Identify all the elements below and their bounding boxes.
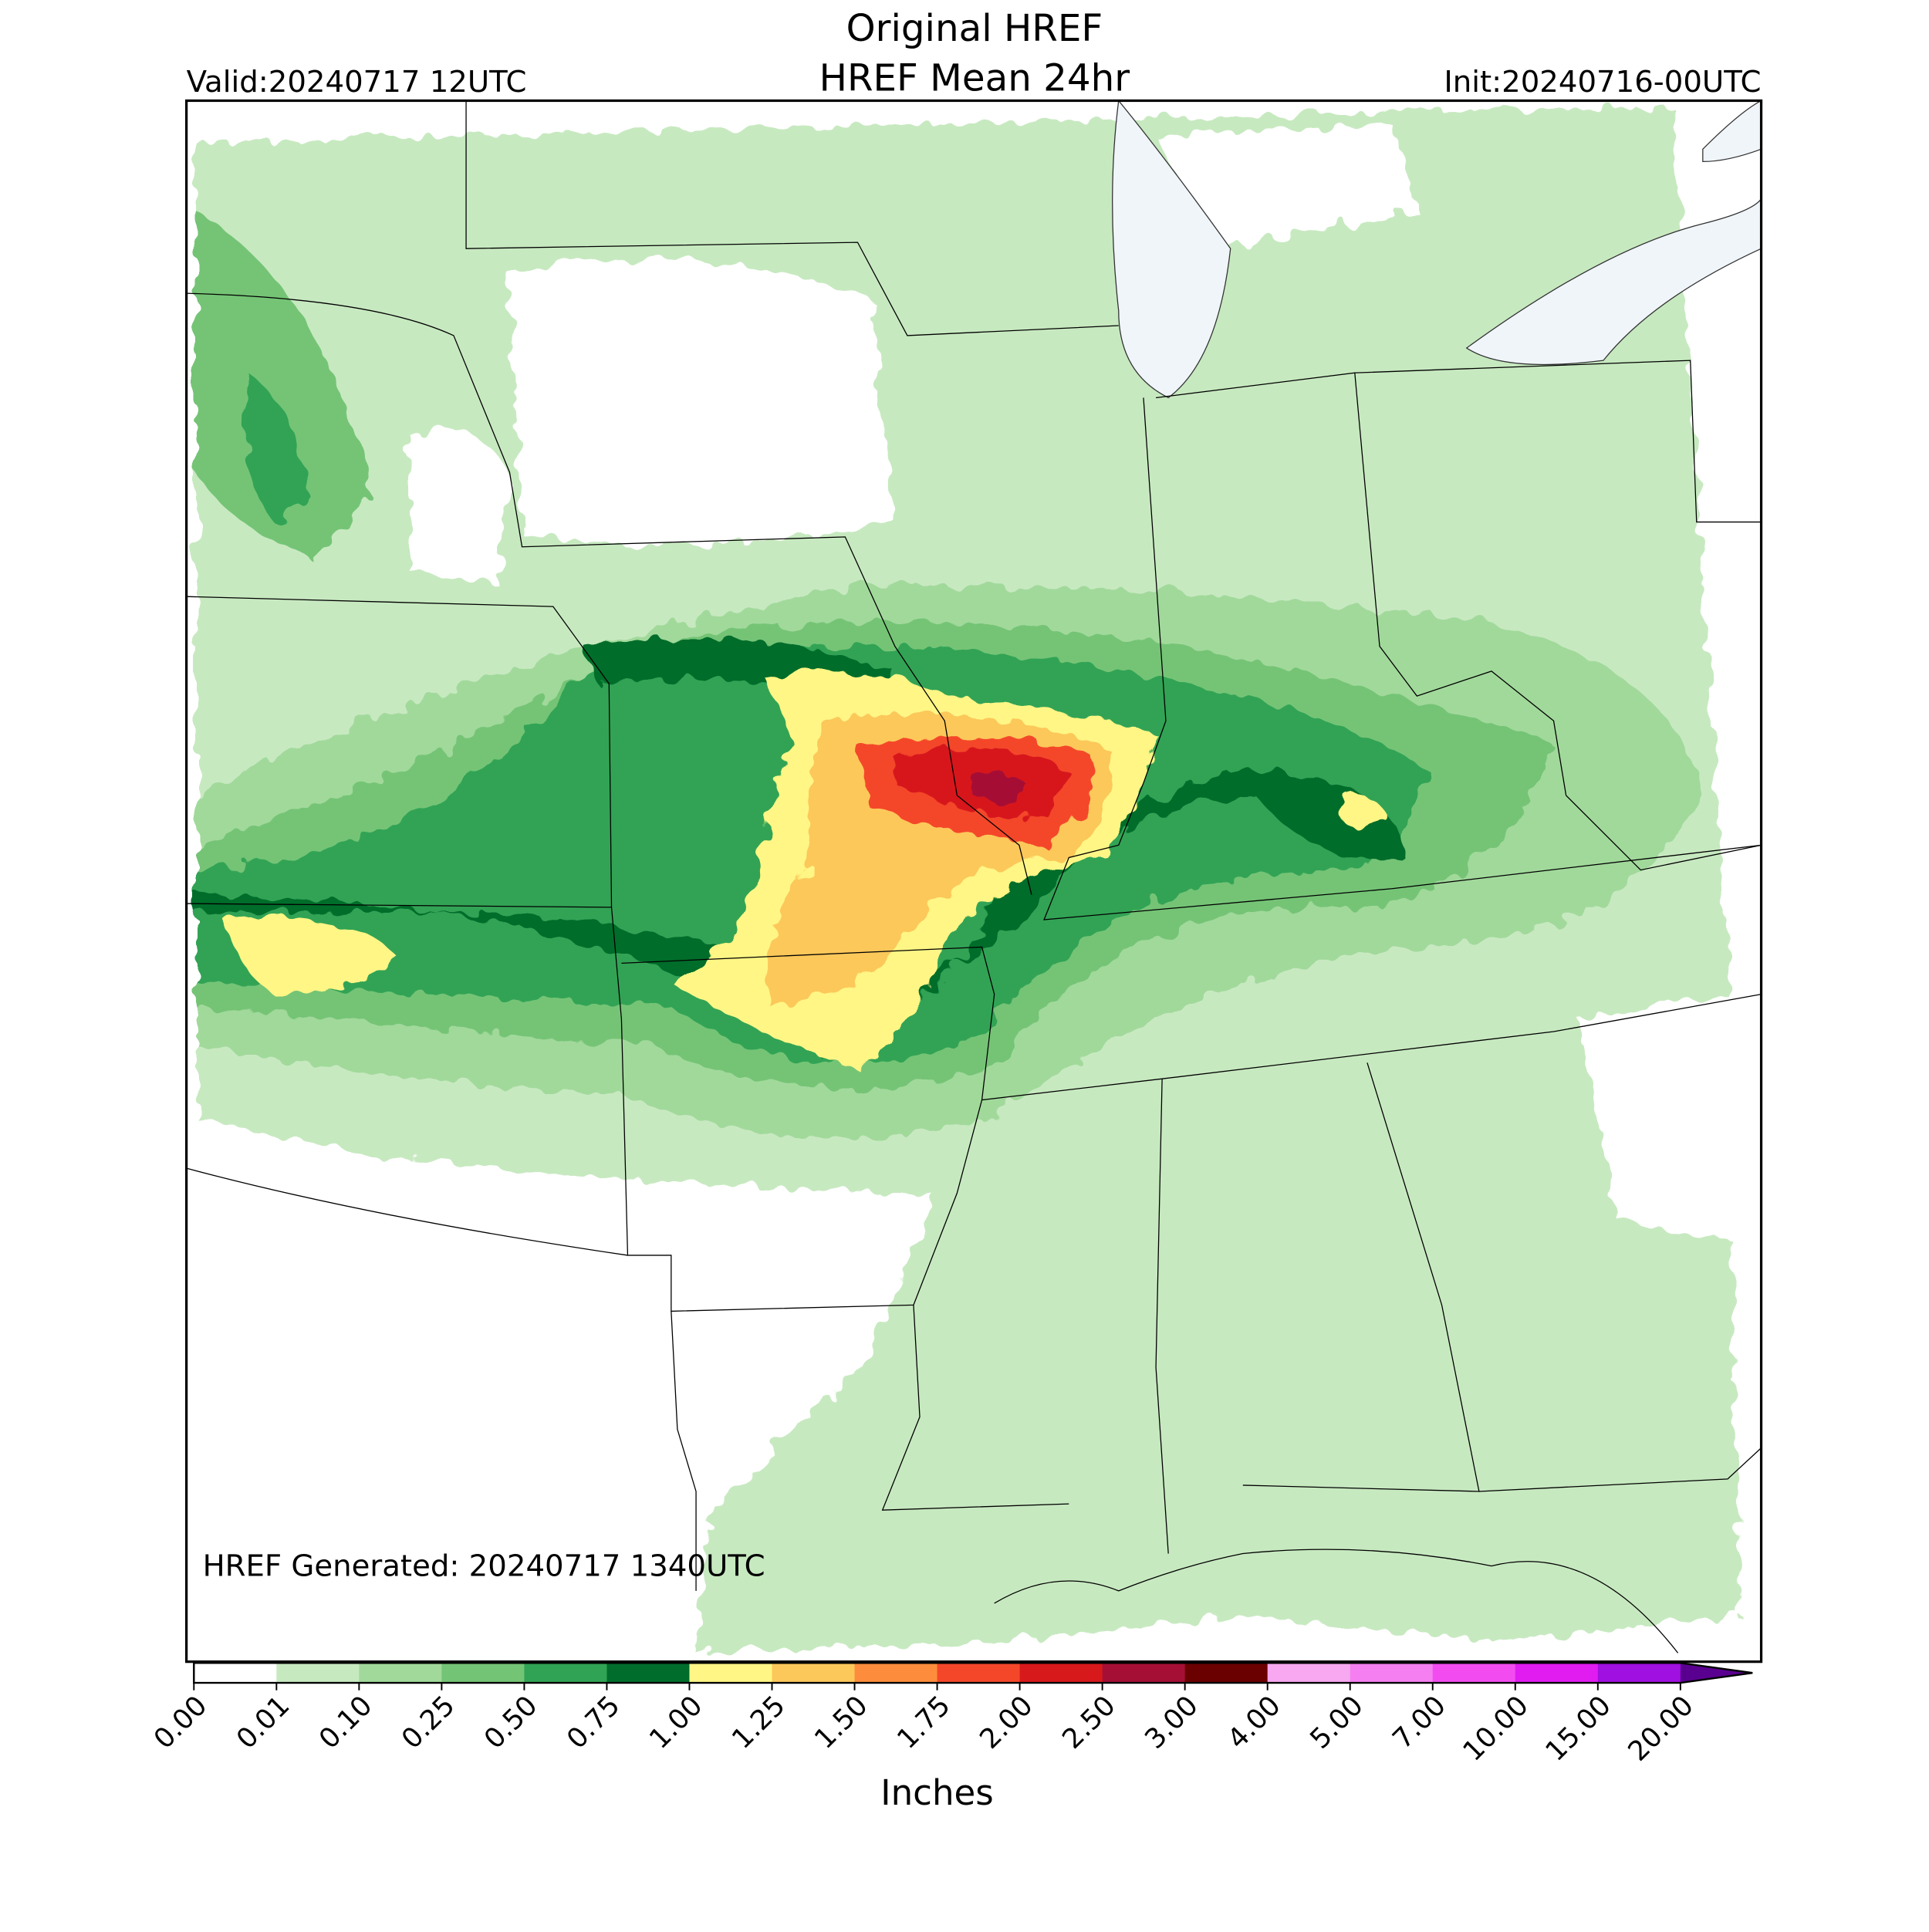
colorbar-tick-label: 2.00: [974, 1690, 1039, 1755]
colorbar-segment: [276, 1663, 360, 1684]
colorbar-segment: [1432, 1663, 1516, 1684]
colorbar-segment: [1267, 1663, 1351, 1684]
subtitle: HREF Mean 24hr: [819, 57, 1130, 100]
colorbar-label: Inches: [880, 1772, 994, 1813]
colorbar-extend: [1680, 1663, 1753, 1684]
colorbar-tick-label: 7.00: [1387, 1690, 1452, 1755]
state-borders: [186, 100, 1762, 1653]
colorbar-tick-label: 1.00: [644, 1690, 709, 1755]
colorbar-tick-label: 20.00: [1622, 1690, 1700, 1768]
colorbar-segment: [1184, 1663, 1269, 1684]
colorbar-segment: [937, 1663, 1021, 1684]
generated-note: HREF Generated: 20240717 1340UTC: [203, 1549, 765, 1584]
colorbar-tick-label: 15.00: [1539, 1690, 1617, 1768]
colorbar-tick-label: 1.75: [891, 1690, 957, 1755]
colorbar: 0.00 0.01 0.10 0.25 0.50 0.75 1.00 1.25 1.50 1.75…: [148, 1662, 1753, 1768]
title: Original HREF: [846, 7, 1103, 50]
colorbar-segment: [441, 1663, 525, 1684]
colorbar-segment: [1515, 1663, 1599, 1684]
colorbar-tick-label: 0.10: [313, 1690, 379, 1755]
colorbar-segment: [1597, 1663, 1681, 1684]
colorbar-tick-label: 3.00: [1139, 1690, 1204, 1755]
colorbar-tick-label: 0.00: [148, 1690, 214, 1755]
colorbar-tick-label: 10.00: [1457, 1690, 1535, 1768]
colorbar-tick-label: 5.00: [1304, 1690, 1370, 1755]
colorbar-segment: [772, 1663, 856, 1684]
colorbar-tick-label: 4.00: [1221, 1690, 1287, 1755]
colorbar-segment: [359, 1663, 443, 1684]
precip-field: [186, 100, 1762, 1653]
colorbar-tick-label: 0.01: [231, 1690, 296, 1755]
colorbar-segment: [1350, 1663, 1434, 1684]
map-frame: [185, 99, 1763, 1663]
colorbar-outline: [193, 1662, 1753, 1684]
colorbar-segment: [1102, 1663, 1186, 1684]
colorbar-tick-label: 1.50: [809, 1690, 874, 1755]
colorbar-segment: [854, 1663, 938, 1684]
colorbar-segment: [606, 1663, 691, 1684]
colorbar-tick-label: 1.25: [726, 1690, 792, 1755]
colorbar-tick-label: 0.50: [478, 1690, 544, 1755]
init-time: Init:20240716-00UTC: [1444, 65, 1761, 100]
colorbar-segment: [1019, 1663, 1103, 1684]
colorbar-tick-label: 0.75: [561, 1690, 627, 1755]
valid-time: Valid:20240717 12UTC: [187, 65, 527, 100]
colorbar-segment: [194, 1663, 278, 1684]
colorbar-tick-label: 0.25: [396, 1690, 461, 1755]
colorbar-segment: [689, 1663, 773, 1684]
colorbar-tick-label: 2.50: [1056, 1690, 1122, 1755]
colorbar-segment: [524, 1663, 608, 1684]
